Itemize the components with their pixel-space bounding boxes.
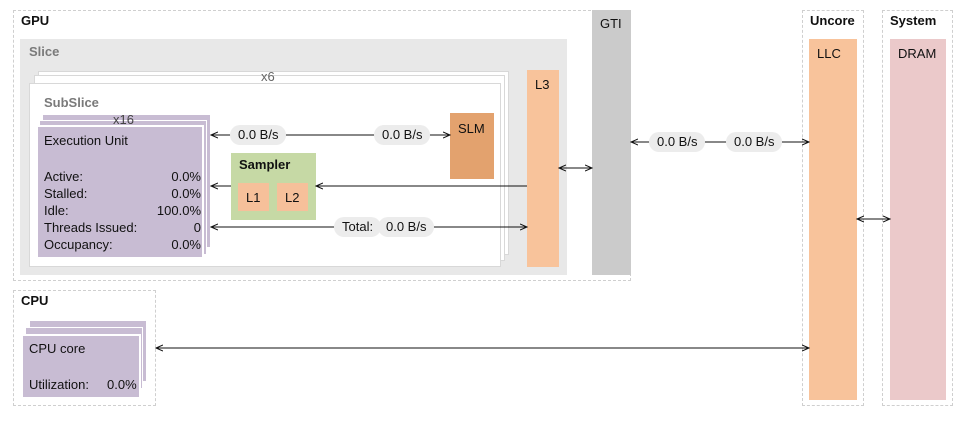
llc-cache	[809, 39, 857, 400]
eu-metric-value: 0.0%	[171, 186, 201, 201]
execution-unit	[36, 125, 204, 259]
sampler-title: Sampler	[239, 157, 291, 172]
eu-multiplier: x16	[113, 112, 134, 127]
cpu-title: CPU	[21, 293, 49, 308]
total-label: Total:	[334, 217, 382, 237]
gti-llc-bandwidth-right: 0.0 B/s	[726, 132, 783, 152]
l1-label: L1	[246, 190, 261, 205]
eu-metric-value: 0.0%	[171, 169, 201, 184]
eu-title: Execution Unit	[44, 133, 128, 148]
slice-title: Slice	[29, 44, 60, 59]
eu-metric-value: 100.0%	[156, 203, 201, 218]
eu-slm-bandwidth-right: 0.0 B/s	[374, 125, 431, 145]
cpu-utilization-value: 0.0%	[107, 377, 137, 392]
eu-metric-value: 0	[193, 220, 201, 235]
eu-metric-label: Threads Issued:	[44, 220, 138, 235]
cpu-core	[21, 334, 141, 399]
gpu-title: GPU	[21, 13, 50, 28]
dram-label: DRAM	[898, 46, 937, 61]
cpu-core-title: CPU core	[29, 341, 86, 356]
llc-label: LLC	[817, 46, 841, 61]
gti-llc-bandwidth-left: 0.0 B/s	[649, 132, 706, 152]
l2-label: L2	[285, 190, 300, 205]
system-title: System	[890, 13, 937, 28]
subslice-title: SubSlice	[44, 95, 99, 110]
cpu-utilization-label: Utilization:	[29, 377, 89, 392]
eu-metric-label: Occupancy:	[44, 237, 113, 252]
eu-metric-label: Idle:	[44, 203, 69, 218]
l3-cache	[527, 70, 559, 267]
gti-block	[592, 10, 631, 275]
slice-multiplier: x6	[261, 69, 275, 84]
dram-block	[890, 39, 946, 400]
eu-metric-label: Active:	[44, 169, 84, 184]
l3-label: L3	[535, 77, 550, 92]
slm-label: SLM	[458, 121, 485, 136]
eu-metric-label: Stalled:	[44, 186, 88, 201]
uncore-title: Uncore	[810, 13, 855, 28]
slm-block	[450, 113, 494, 179]
l2-cache	[277, 183, 308, 211]
l1-cache	[238, 183, 269, 211]
eu-metric-value: 0.0%	[171, 237, 201, 252]
eu-slm-bandwidth-left: 0.0 B/s	[230, 125, 287, 145]
total-bandwidth: 0.0 B/s	[378, 217, 435, 237]
gti-label: GTI	[600, 16, 622, 31]
